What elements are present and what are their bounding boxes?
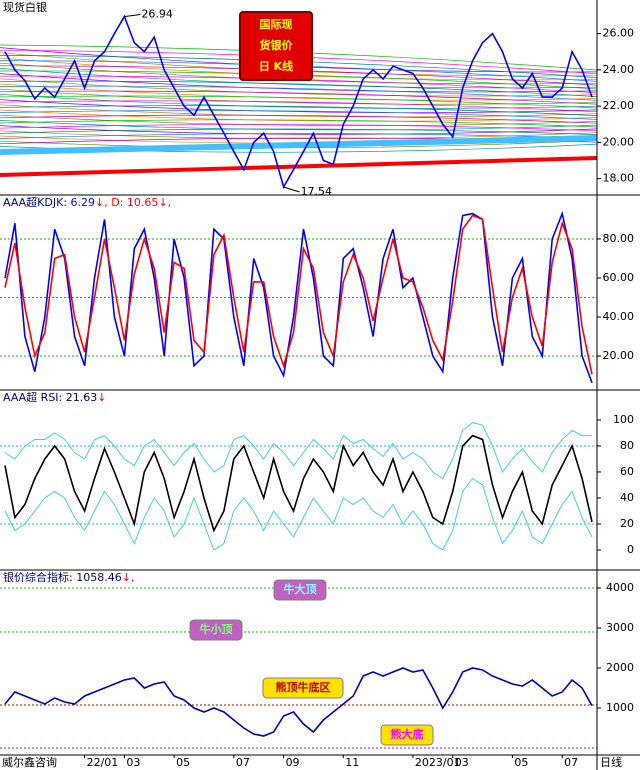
y-tick-label: 0	[627, 543, 634, 556]
x-tick-label: 05	[514, 756, 528, 769]
fan-band	[0, 135, 598, 155]
header-part: ↓	[97, 391, 106, 404]
y-tick-label: 4000	[606, 581, 634, 594]
fan-line	[0, 105, 598, 116]
x-tick-label: 07	[236, 756, 250, 769]
annotation-line	[283, 186, 300, 193]
y-tick-label: 2000	[606, 661, 634, 674]
zone-label: 熊大底	[391, 727, 424, 741]
series-line	[4, 434, 593, 533]
fan-line	[0, 95, 598, 109]
y-tick-label: 60	[620, 465, 634, 478]
x-tick-label: 05	[176, 756, 190, 769]
fan-line	[0, 110, 598, 120]
y-tick-label: 60.00	[603, 271, 635, 284]
fan-line	[0, 80, 598, 97]
y-tick-label: 20.00	[603, 349, 635, 362]
period-label: 日线	[600, 755, 622, 769]
fan-line	[0, 90, 598, 105]
header-part: ↓,	[122, 571, 135, 584]
y-tick-label: 24.00	[603, 63, 635, 76]
x-tick-label: 03	[126, 756, 140, 769]
zone-label: 牛小顶	[200, 622, 233, 636]
series-line	[4, 14, 593, 190]
chart-title: 现货白银	[3, 0, 47, 14]
x-tick-label: 22/01	[87, 756, 119, 769]
header-part: K: 6.29	[56, 196, 95, 209]
series-line	[4, 667, 593, 737]
x-tick-label: 2023/01	[415, 756, 461, 769]
annotation-line	[124, 14, 141, 18]
title-box-line: 货银价	[259, 38, 294, 52]
title-box	[239, 11, 313, 81]
zone-label: 熊顶牛底区	[276, 680, 331, 694]
y-tick-label: 20.00	[603, 135, 635, 148]
zone-box	[262, 677, 344, 699]
x-tick-label: 03	[455, 756, 469, 769]
title-box-line: 日 K线	[259, 59, 293, 73]
header-part: ↓	[95, 196, 104, 209]
zone-box	[273, 579, 327, 601]
fan-line	[0, 128, 598, 135]
y-tick-label: 80	[620, 439, 634, 452]
fan-line	[0, 119, 598, 128]
series-line	[4, 214, 593, 375]
x-tick-label: 11	[345, 756, 359, 769]
zone-label: 牛大顶	[284, 582, 317, 596]
y-tick-label: 1000	[606, 701, 634, 714]
fan-line	[0, 114, 598, 124]
panel-header: AAA超 RSI: 21.63↓	[3, 390, 106, 404]
fan-band	[0, 156, 598, 177]
y-tick-label: 18.00	[603, 172, 635, 185]
source-label: 威尔鑫咨询	[2, 755, 57, 769]
panel-header: 银价综合指标: 1058.46↓,	[3, 570, 134, 584]
annotation-label: 17.54	[301, 185, 333, 198]
y-tick-label: 80.00	[603, 232, 635, 245]
series-line	[4, 422, 592, 480]
source-bg	[0, 756, 64, 770]
fan-line	[0, 124, 598, 132]
x-tick-label: 09	[286, 756, 300, 769]
header-part: AAA超 RSI: 21.63	[3, 390, 97, 404]
y-tick-label: 3000	[606, 621, 634, 634]
header-part: 银价综合指标: 1058.46	[3, 570, 122, 584]
series-line	[4, 477, 593, 551]
zone-box	[380, 724, 434, 746]
header-part: AAA超KDJ	[3, 195, 56, 209]
title-box-line: 国际现	[260, 17, 293, 31]
y-tick-label: 100	[613, 413, 634, 426]
fan-line	[0, 100, 598, 113]
series-line	[4, 210, 593, 384]
y-tick-label: 26.00	[603, 27, 635, 40]
annotation-label: 26.94	[141, 8, 173, 21]
panel-header: AAA超KDJK: 6.29↓, D: 10.65↓,	[3, 195, 171, 209]
y-tick-label: 40	[620, 491, 634, 504]
y-tick-label: 40.00	[603, 310, 635, 323]
header-part: , D: 10.65	[104, 196, 158, 209]
header-part: ↓,	[158, 196, 171, 209]
fan-line	[0, 133, 598, 139]
y-tick-label: 22.00	[603, 99, 635, 112]
zone-box	[189, 619, 243, 641]
y-tick-label: 20	[620, 517, 634, 530]
x-tick-label: 07	[564, 756, 578, 769]
